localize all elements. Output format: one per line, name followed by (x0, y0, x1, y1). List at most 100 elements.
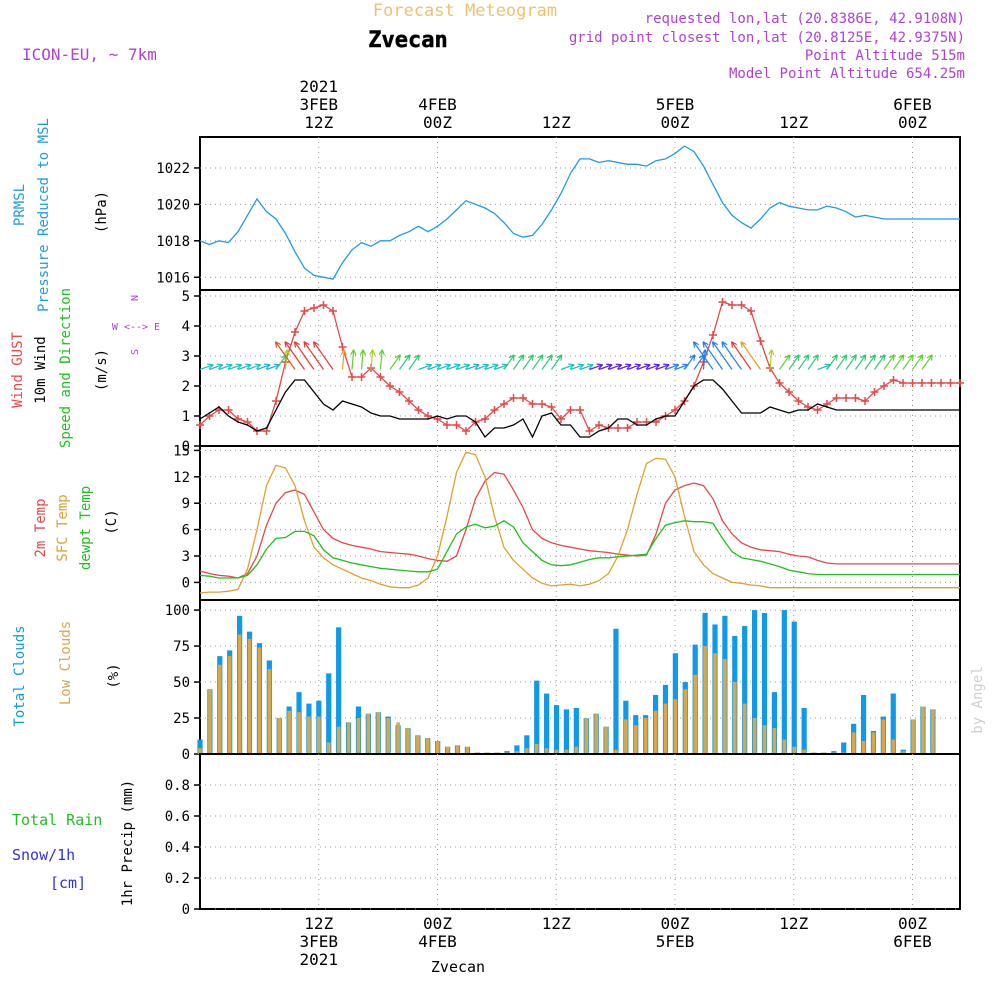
low-cloud-bar-71 (901, 751, 905, 754)
total-cloud-bar-70 (890, 693, 896, 754)
gust-marker-57 (737, 301, 746, 309)
low-clouds-label: Low Clouds (58, 621, 74, 705)
top-time-label-1-0: 4FEB (418, 95, 457, 114)
gust-marker-13 (319, 301, 328, 309)
low-cloud-bar-43 (624, 719, 628, 754)
wind-arrow-43 (608, 363, 623, 371)
bottom-time-label-0-2: 2021 (299, 950, 338, 969)
total-cloud-bar-55 (742, 625, 748, 754)
total-cloud-bar-33 (524, 735, 530, 754)
temperature-ytick-label-2: 6 (182, 523, 190, 539)
pressure-ytick-label-3: 1022 (156, 161, 190, 177)
info-line-2: grid point closest lon,lat (20.8125E, 42… (569, 30, 965, 46)
precip-ytick-label-3: 0.6 (165, 809, 190, 825)
plot-layer: 1016101810201022012345036912150255075100… (156, 77, 964, 969)
low-cloud-bar-6 (257, 647, 262, 754)
bottom-time-label-3-1: 5FEB (656, 932, 695, 951)
gust-marker-56 (728, 301, 736, 309)
wind-arrow-0 (199, 363, 214, 371)
total-cloud-bar-58 (771, 692, 778, 754)
temperature-ytick-label-1: 3 (182, 549, 190, 565)
low-cloud-bar-23 (425, 738, 430, 754)
wind-arrow-39 (570, 363, 585, 371)
total-cloud-bar-67 (860, 694, 867, 754)
footer-location: Zvecan (431, 958, 485, 976)
gust-marker-12 (310, 304, 318, 312)
gust-label: Wind GUST (10, 332, 26, 408)
clouds-ytick-label-3: 75 (173, 639, 190, 655)
bottom-time-label-5-0: 00Z (898, 914, 927, 933)
gust-marker-36 (538, 400, 546, 408)
wind-arrow-54 (692, 341, 714, 370)
total-cloud-bar-14 (336, 627, 342, 754)
wind-arrow-15 (340, 349, 347, 370)
gust-marker-33 (509, 394, 518, 402)
total-cloud-bar-59 (781, 610, 787, 754)
wind-arrow-21 (399, 354, 411, 370)
top-time-label-3-1: 00Z (661, 113, 690, 132)
wind-arrow-62 (788, 354, 800, 370)
gust-marker-62 (785, 388, 793, 396)
wind-arrow-44 (617, 363, 632, 371)
wind-arrow-42 (598, 363, 613, 371)
wind-arrow-23 (418, 363, 433, 371)
top-time-label-0-2: 12Z (304, 113, 333, 132)
wind-arrow-75 (912, 354, 924, 370)
gust-marker-14 (329, 307, 337, 315)
low-cloud-bar-26 (455, 745, 460, 754)
total-clouds-label: Total Clouds (12, 625, 28, 726)
gust-marker-55 (718, 298, 727, 306)
low-cloud-bar-52 (713, 653, 717, 754)
total-cloud-bar-35 (544, 693, 550, 754)
gust-marker-44 (614, 424, 622, 432)
gust-marker-23 (414, 406, 423, 414)
gust-marker-17 (357, 373, 366, 381)
wind-arrow-56 (711, 341, 733, 370)
wind-ytick-label-0: 0 (182, 439, 190, 455)
wind-arrow-61 (779, 354, 791, 370)
wind-arrow-1 (209, 363, 224, 371)
top-time-label-5-1: 00Z (898, 113, 927, 132)
sfc-label: SFC Temp (55, 494, 71, 561)
wind-arrow-12 (293, 341, 315, 370)
gust-marker-69 (851, 394, 860, 402)
gust-marker-28 (462, 427, 470, 435)
snow-label: Snow/1h (12, 846, 75, 864)
total-cloud-bar-37 (563, 709, 570, 754)
top-time-label-4-0: 12Z (779, 113, 808, 132)
wind-arrow-57 (721, 341, 742, 370)
precip-ytick-label-1: 0.2 (165, 871, 190, 887)
low-cloud-bar-40 (594, 713, 598, 754)
low-cloud-bar-42 (614, 749, 618, 754)
total-cloud-bar-34 (534, 680, 540, 754)
clouds-ytick-label-1: 25 (173, 711, 190, 727)
low-cloud-bar-18 (376, 712, 381, 754)
low-cloud-bar-58 (772, 728, 777, 754)
bottom-time-label-4-0: 12Z (779, 914, 808, 933)
low-cloud-bar-74 (931, 709, 935, 754)
low-cloud-bar-55 (742, 703, 747, 754)
top-time-label-0-1: 3FEB (299, 95, 338, 114)
wind-arrow-70 (864, 354, 876, 370)
location-name: Zvecan (368, 28, 447, 53)
wind-arrow-13 (303, 341, 324, 370)
gust-marker-67 (832, 394, 841, 402)
gust-marker-34 (519, 394, 527, 402)
gust-marker-42 (595, 421, 603, 429)
gust-marker-16 (348, 373, 356, 381)
wind-arrow-26 (446, 363, 461, 371)
wind-arrow-29 (475, 363, 490, 371)
low-cloud-bar-32 (515, 751, 519, 754)
wind-arrow-58 (730, 341, 752, 370)
wind-arrow-47 (646, 363, 661, 371)
temperature-series-1 (199, 451, 960, 594)
low-cloud-bar-2 (218, 664, 222, 754)
low-cloud-bar-50 (693, 674, 697, 754)
wind-arrow-68 (845, 354, 857, 370)
gust-marker-78 (937, 379, 945, 387)
wind-arrow-18 (369, 349, 376, 370)
total-cloud-bar-42 (613, 628, 619, 754)
gust-marker-73 (889, 376, 898, 384)
total-cloud-bar-0 (197, 739, 203, 754)
temp-unit: (C) (104, 509, 120, 534)
